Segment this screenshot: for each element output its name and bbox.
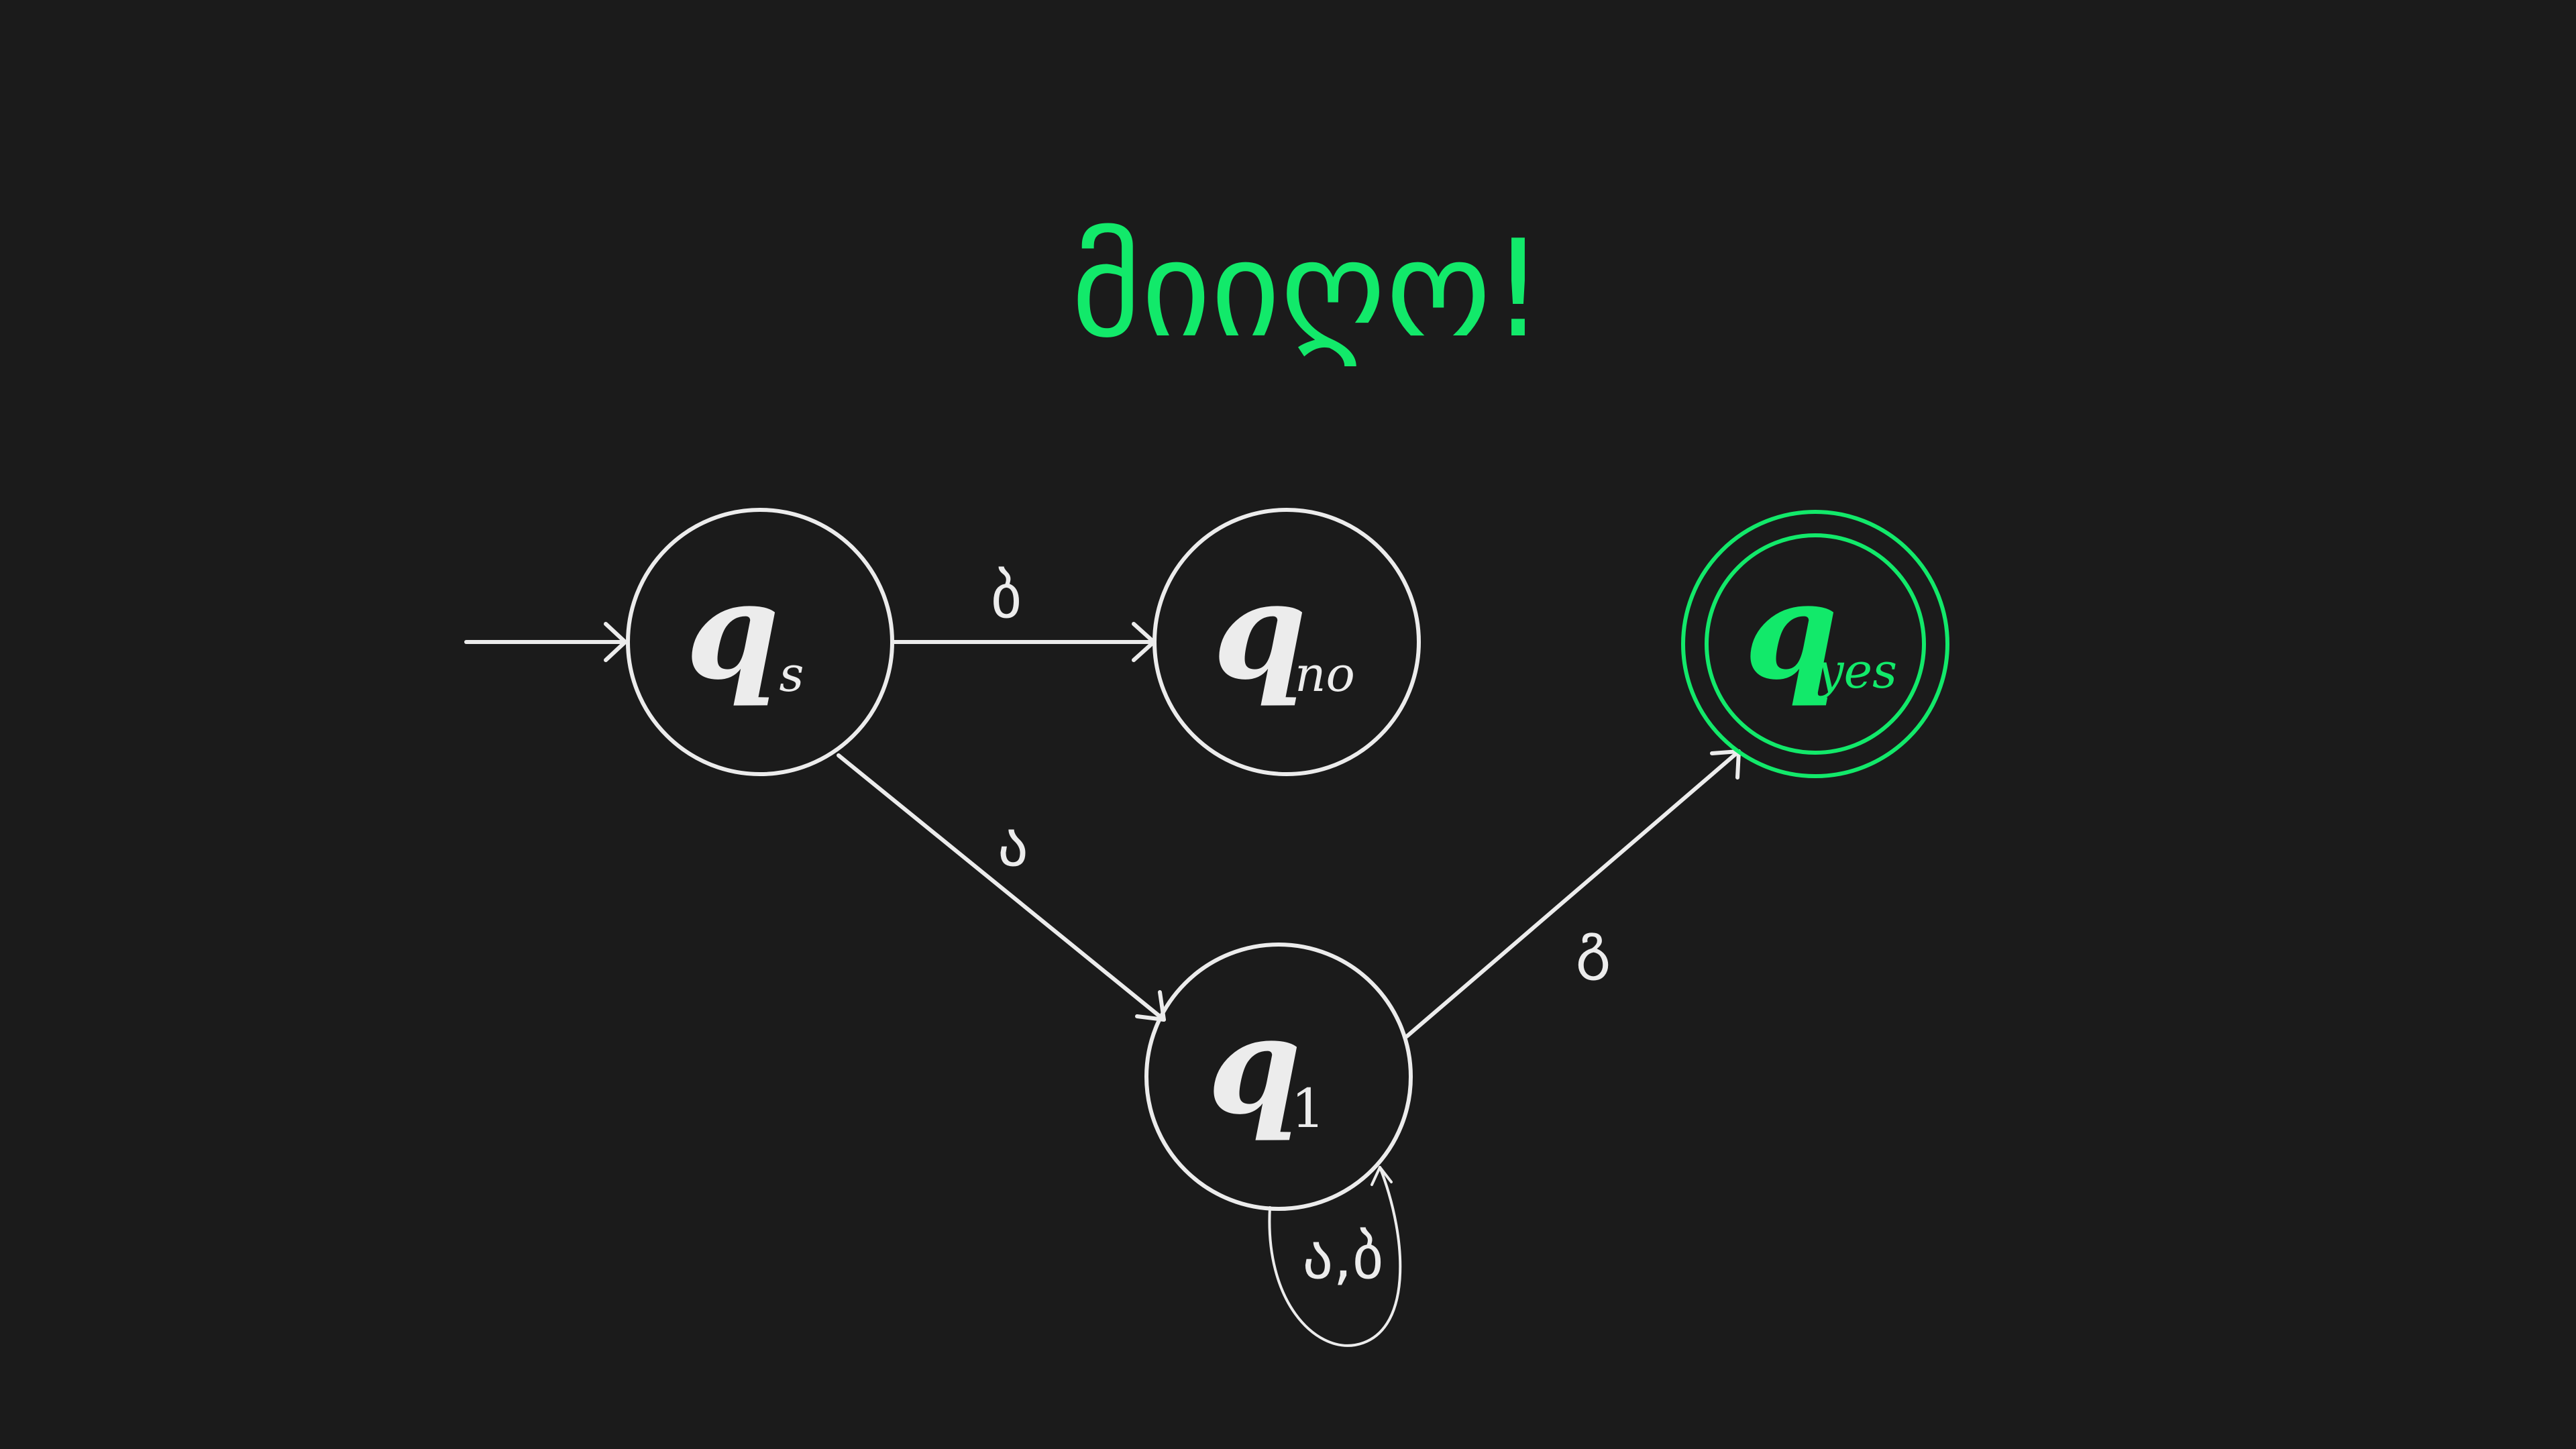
state-qyes-inner-circle [1705,533,1926,755]
state-qno-symbol: q [1213,552,1307,710]
state-qno-subscript: no [1295,646,1355,702]
state-qyes-label: q [1744,552,1838,710]
edge-qs-qno [890,622,1156,662]
diagram-title: მიიღო! [1071,211,1545,368]
state-q1-circle [1144,943,1413,1211]
state-q1-label: q [1208,987,1301,1144]
edge-label-qs-q1: ა [998,810,1028,880]
edge-q1-self-loop [1268,1166,1402,1347]
state-qyes-outer-circle [1681,510,1949,778]
state-q1-symbol: q [1208,987,1301,1144]
state-qs: q s [626,508,894,776]
edge-q1-qyes [1405,749,1741,1038]
start-arrow [464,622,627,662]
state-qno-circle [1152,508,1421,776]
state-qs-circle [626,508,894,776]
state-qs-symbol: q [686,552,780,710]
state-q1-subscript: 1 [1291,1077,1326,1140]
state-qs-label: q [686,552,780,710]
edge-label-q1-self-loop: ა,ბ [1303,1222,1384,1293]
state-qyes: q yes [1681,510,1949,778]
edge-label-qs-qno: ბ [991,561,1022,632]
state-qno-label: q [1213,552,1307,710]
state-qs-subscript: s [780,646,804,702]
state-qyes-symbol: q [1744,552,1838,710]
state-qno: q no [1152,508,1421,776]
edge-label-q1-qyes: გ [1576,910,1611,981]
edge-qs-q1 [837,753,1166,1022]
state-qyes-subscript: yes [1815,643,1897,699]
state-q1: q 1 [1144,943,1413,1211]
